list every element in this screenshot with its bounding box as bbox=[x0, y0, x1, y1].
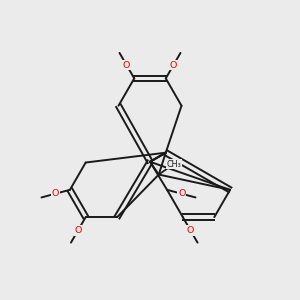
Text: O: O bbox=[123, 61, 130, 70]
Text: O: O bbox=[178, 189, 185, 198]
Text: O: O bbox=[187, 226, 194, 235]
Text: CH₃: CH₃ bbox=[167, 160, 181, 169]
Text: O: O bbox=[52, 189, 59, 198]
Text: O: O bbox=[74, 226, 82, 235]
Text: O: O bbox=[170, 61, 177, 70]
